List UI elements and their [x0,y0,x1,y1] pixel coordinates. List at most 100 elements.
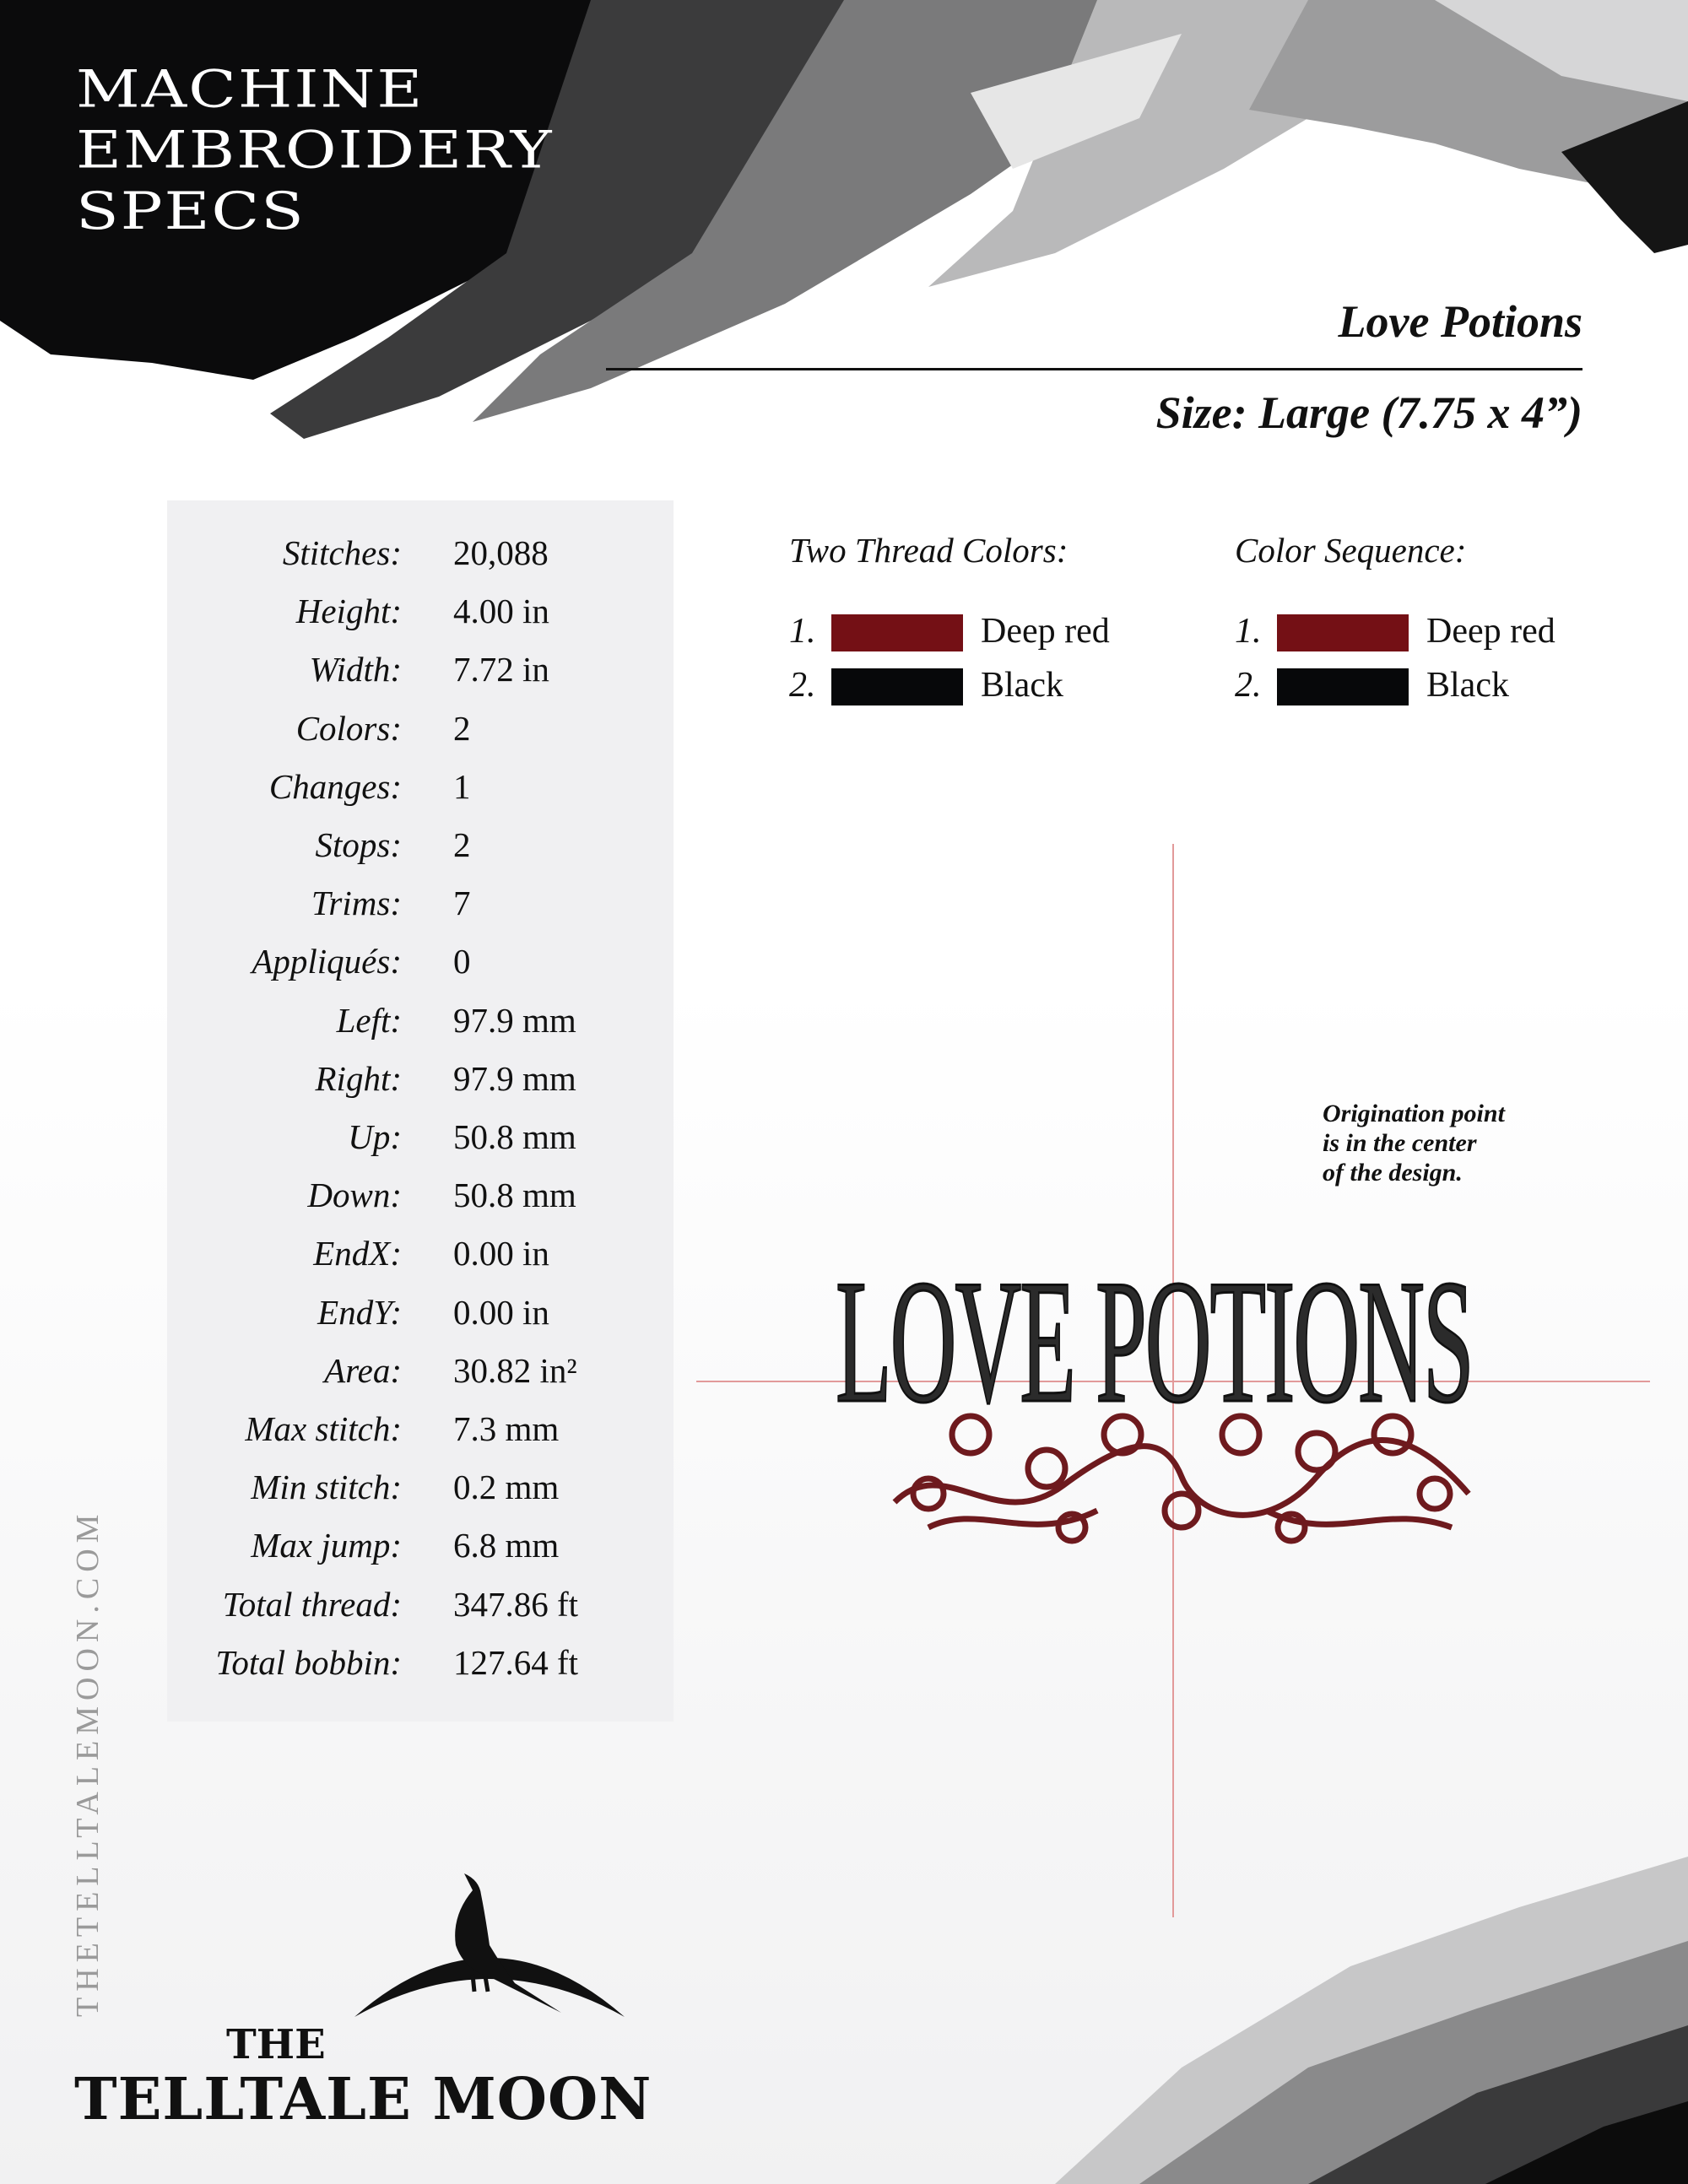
spec-row: Area: 30.82 in² [167,1350,674,1401]
color-name: Black [1426,666,1509,705]
spec-row: Trims: 7 [167,883,674,933]
spec-label: EndX: [313,1234,402,1273]
header-divider [606,368,1582,370]
spec-label: Height: [295,592,402,631]
spec-value: 0.00 in [453,1234,549,1273]
title-line: SPECS [76,181,306,241]
spec-label: Right: [315,1058,402,1098]
spec-label: Appliqués: [252,942,402,981]
spec-value: 347.86 ft [453,1584,579,1624]
spec-value: 0.00 in [453,1292,549,1332]
color-row: 1. Deep red [1235,606,1640,660]
spec-value: 2 [453,825,471,864]
spec-row: Total bobbin: 127.64 ft [167,1642,674,1693]
thread-colors-heading: Two Thread Colors: [789,531,1069,570]
spec-row: EndX: 0.00 in [167,1233,674,1284]
spec-row: EndY: 0.00 in [167,1292,674,1343]
spec-label: Max jump: [251,1526,402,1565]
spec-label: Stops: [315,825,403,864]
spec-row: Width: 7.72 in [167,649,674,700]
color-row: 2. Black [1235,660,1640,714]
spec-value: 50.8 mm [453,1176,576,1215]
note-line: is in the center [1323,1129,1477,1157]
spec-label: Total thread: [222,1584,402,1624]
thread-colors-section: Two Thread Colors: 1. Deep red 2. Black [789,530,1194,714]
color-name: Black [981,666,1063,705]
spec-row: Min stitch: 0.2 mm [167,1467,674,1517]
spec-value: 127.64 ft [453,1642,579,1682]
spec-row: Down: 50.8 mm [167,1175,674,1225]
color-name: Deep red [981,612,1110,651]
color-swatch [831,614,963,651]
spec-value: 50.8 mm [453,1117,576,1156]
spec-value: 6.8 mm [453,1526,560,1565]
spec-label: Colors: [295,708,402,748]
spec-row: Total thread: 347.86 ft [167,1584,674,1635]
spec-row: Changes: 1 [167,766,674,817]
spec-label: Min stitch: [251,1468,402,1507]
spec-value: 20,088 [453,533,549,572]
website-text: THETELLTALEMOON.COM [70,1508,106,2017]
spec-row: Height: 4.00 in [167,591,674,641]
spec-row: Left: 97.9 mm [167,1000,674,1051]
design-size: Size: Large (7.75 x 4”) [1155,387,1582,438]
spec-label: Stitches: [282,533,402,572]
spec-label: Changes: [268,766,402,806]
spec-row: Up: 50.8 mm [167,1116,674,1167]
spec-value: 30.82 in² [453,1350,577,1390]
color-swatch [1277,614,1409,651]
spec-value: 97.9 mm [453,1058,576,1098]
origination-note: Origination point is in the center of th… [1323,1099,1505,1187]
brush-stroke-decoration-top [0,0,1688,439]
design-artwork-vines [892,1413,1471,1544]
page-title: MACHINE EMBROIDERY SPECS [76,59,553,241]
spec-value: 7.72 in [453,650,549,689]
spec-row: Appliqués: 0 [167,941,674,992]
color-swatch [1277,668,1409,705]
color-row: 2. Black [789,660,1194,714]
title-line: EMBROIDERY [76,120,554,181]
specs-panel: Stitches: 20,088 Height: 4.00 in Width: 7.72 … [167,500,674,1722]
spec-row: Max jump: 6.8 mm [167,1525,674,1576]
spec-row: Stitches: 20,088 [167,532,674,583]
spec-label: Area: [324,1350,402,1390]
spec-value: 7 [453,884,471,923]
color-number: 1. [1235,612,1262,651]
design-name: Love Potions [1338,296,1582,347]
color-row: 1. Deep red [789,606,1194,660]
spec-label: EndY: [317,1292,402,1332]
spec-row: Colors: 2 [167,708,674,759]
crow-moon-logo-icon [354,1873,625,2017]
origin-crosshair-horizontal [696,1381,1650,1382]
spec-label: Trims: [311,884,402,923]
color-sequence-section: Color Sequence: 1. Deep red 2. Black [1235,530,1640,714]
color-number: 1. [789,612,816,651]
color-sequence-heading: Color Sequence: [1235,531,1467,570]
design-artwork-lettering: LOVE POTIONS [835,1243,1474,1441]
color-number: 2. [1235,666,1262,705]
spec-row: Stops: 2 [167,824,674,875]
spec-label: Max stitch: [245,1409,402,1448]
note-line: of the design. [1323,1159,1463,1187]
spec-value: 0 [453,942,471,981]
spec-value: 4.00 in [453,592,549,631]
spec-row: Max stitch: 7.3 mm [167,1408,674,1459]
spec-value: 7.3 mm [453,1409,560,1448]
spec-row: Right: 97.9 mm [167,1058,674,1109]
note-line: Origination point [1323,1100,1505,1127]
spec-label: Total bobbin: [215,1642,402,1682]
spec-value: 2 [453,708,471,748]
title-line: MACHINE [76,59,425,120]
spec-label: Up: [348,1117,402,1156]
spec-value: 97.9 mm [453,1000,576,1040]
logo-the: THE [226,2021,326,2068]
spec-label: Left: [336,1000,402,1040]
logo-wordmark: TELLTALE MOON [74,2066,652,2133]
color-swatch [831,668,963,705]
spec-value: 0.2 mm [453,1468,560,1507]
spec-label: Width: [309,650,402,689]
spec-label: Down: [307,1176,402,1215]
spec-value: 1 [453,766,471,806]
color-number: 2. [789,666,816,705]
color-name: Deep red [1426,612,1555,651]
